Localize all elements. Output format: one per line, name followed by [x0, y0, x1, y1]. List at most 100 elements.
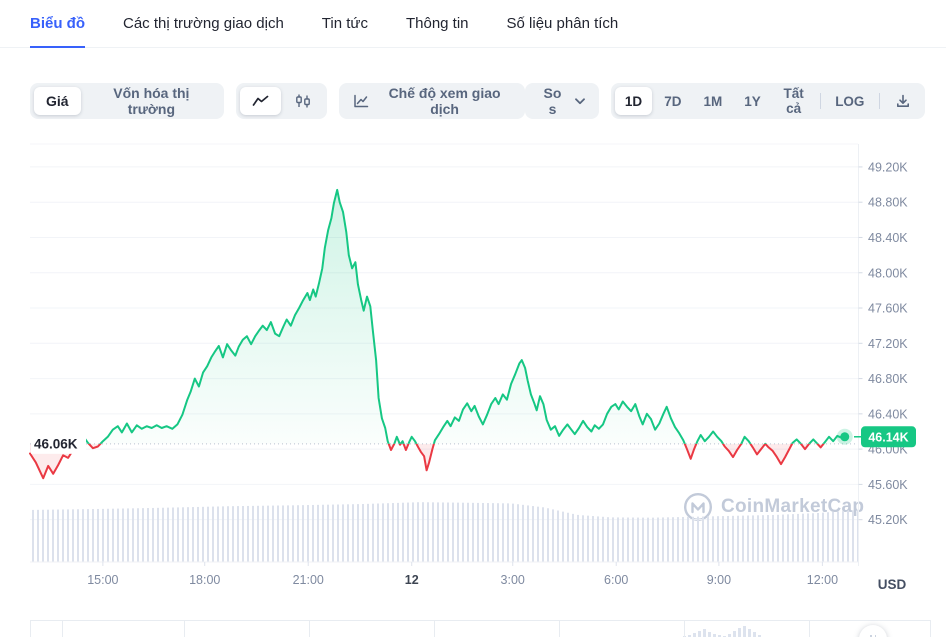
volume-bar	[282, 505, 284, 562]
preview-bar	[758, 635, 761, 637]
y-axis-label: 47.60K	[868, 302, 908, 316]
volume-bar	[337, 504, 339, 562]
marketcap-toggle-button[interactable]: Vốn hóa thị trường	[83, 85, 221, 117]
volume-bar	[702, 516, 704, 562]
volume-bar	[152, 507, 154, 562]
volume-bar	[817, 512, 819, 562]
volume-bar	[237, 506, 239, 562]
volume-bar	[802, 513, 804, 562]
volume-bar	[517, 504, 519, 562]
range-1d-button[interactable]: 1D	[614, 87, 653, 115]
volume-bar	[397, 502, 399, 562]
preview-bar	[748, 629, 751, 637]
volume-bar	[602, 516, 604, 562]
x-axis-label: 12	[405, 573, 419, 587]
log-scale-button[interactable]: LOG	[825, 87, 874, 115]
y-axis-label: 48.80K	[868, 196, 908, 210]
range-1y-button[interactable]: 1Y	[734, 87, 771, 115]
volume-bar	[332, 504, 334, 562]
trading-view-label: Chế độ xem giao dịch	[388, 85, 501, 117]
volume-bar	[352, 504, 354, 562]
volume-bar	[312, 504, 314, 562]
chart-toolbar: Giá Vốn hóa thị trường	[30, 83, 925, 119]
volume-bar	[827, 512, 829, 562]
range-all-button[interactable]: Tất cả	[773, 86, 815, 116]
volume-bar	[297, 505, 299, 562]
volume-bar	[577, 514, 579, 562]
volume-bar	[647, 517, 649, 562]
line-chart-type-button[interactable]	[240, 87, 282, 115]
volume-bar	[622, 517, 624, 562]
volume-bar	[327, 504, 329, 562]
volume-bar	[662, 517, 664, 562]
price-chart-canvas[interactable]: 49.20K 48.80K 48.40K 48.00K 47.60K 47.20K 46.8…	[0, 130, 946, 600]
volume-bar	[172, 507, 174, 562]
range-7d-button[interactable]: 7D	[654, 87, 691, 115]
chart-type-toggle	[236, 83, 328, 119]
volume-bar	[542, 507, 544, 562]
volume-bar	[72, 509, 74, 562]
volume-bar	[482, 502, 484, 562]
volume-bar	[667, 517, 669, 562]
volume-bar	[127, 508, 129, 562]
volume-bar	[342, 504, 344, 562]
volume-bar	[797, 513, 799, 562]
range-strip-divider	[434, 621, 435, 637]
range-strip-divider	[62, 621, 63, 637]
volume-bar	[232, 506, 234, 562]
preview-bar	[703, 629, 706, 637]
volume-bar	[672, 517, 674, 562]
tab-chart[interactable]: Biểu đồ	[30, 0, 85, 48]
volume-bar	[102, 508, 104, 562]
volume-bar	[832, 511, 834, 562]
chart-range-strip[interactable]	[30, 620, 931, 637]
volume-bar	[217, 506, 219, 562]
toolbar-separator	[819, 93, 821, 109]
range-strip-divider	[309, 621, 310, 637]
volume-bar	[272, 505, 274, 562]
x-axis-label: 3:00	[501, 573, 525, 587]
tab-about[interactable]: Thông tin	[405, 15, 469, 32]
trading-view-icon	[353, 94, 369, 108]
volume-bar	[307, 505, 309, 562]
volume-bar	[37, 509, 39, 562]
tab-news[interactable]: Tin tức	[321, 15, 368, 32]
volume-bar	[447, 502, 449, 562]
volume-bar	[287, 505, 289, 562]
volume-bar	[177, 507, 179, 562]
last-price-dot	[840, 432, 850, 442]
volume-bar	[122, 508, 124, 562]
preview-bar	[693, 633, 696, 637]
trading-view-button[interactable]: Chế độ xem giao dịch	[339, 83, 526, 119]
price-toggle-button[interactable]: Giá	[34, 87, 81, 115]
volume-bar	[512, 503, 514, 562]
volume-bar	[207, 506, 209, 562]
volume-bar	[787, 514, 789, 562]
candlestick-type-button[interactable]	[283, 87, 323, 115]
y-axis-label: 45.60K	[868, 478, 908, 492]
volume-bar	[167, 507, 169, 562]
volume-bar	[652, 517, 654, 562]
tab-markets[interactable]: Các thị trường giao dịch	[123, 15, 284, 32]
range-1m-button[interactable]: 1M	[693, 87, 732, 115]
volume-bar	[532, 506, 534, 562]
compare-button[interactable]: So s	[525, 83, 599, 119]
range-handle[interactable]	[859, 625, 887, 637]
open-price-label-bg	[31, 433, 86, 454]
preview-bar	[728, 634, 731, 637]
volume-bar	[717, 516, 719, 562]
download-button[interactable]	[885, 87, 921, 115]
volume-bar	[187, 507, 189, 562]
volume-bar	[42, 509, 44, 562]
volume-bar	[657, 517, 659, 562]
volume-bar	[357, 504, 359, 562]
volume-bar	[522, 504, 524, 562]
volume-bar	[132, 508, 134, 562]
tab-analytics[interactable]: Số liệu phân tích	[506, 15, 619, 32]
preview-bar	[738, 628, 741, 637]
volume-bar	[467, 502, 469, 562]
volume-bar	[677, 517, 679, 562]
volume-bar	[567, 512, 569, 562]
volume-bar	[772, 514, 774, 562]
